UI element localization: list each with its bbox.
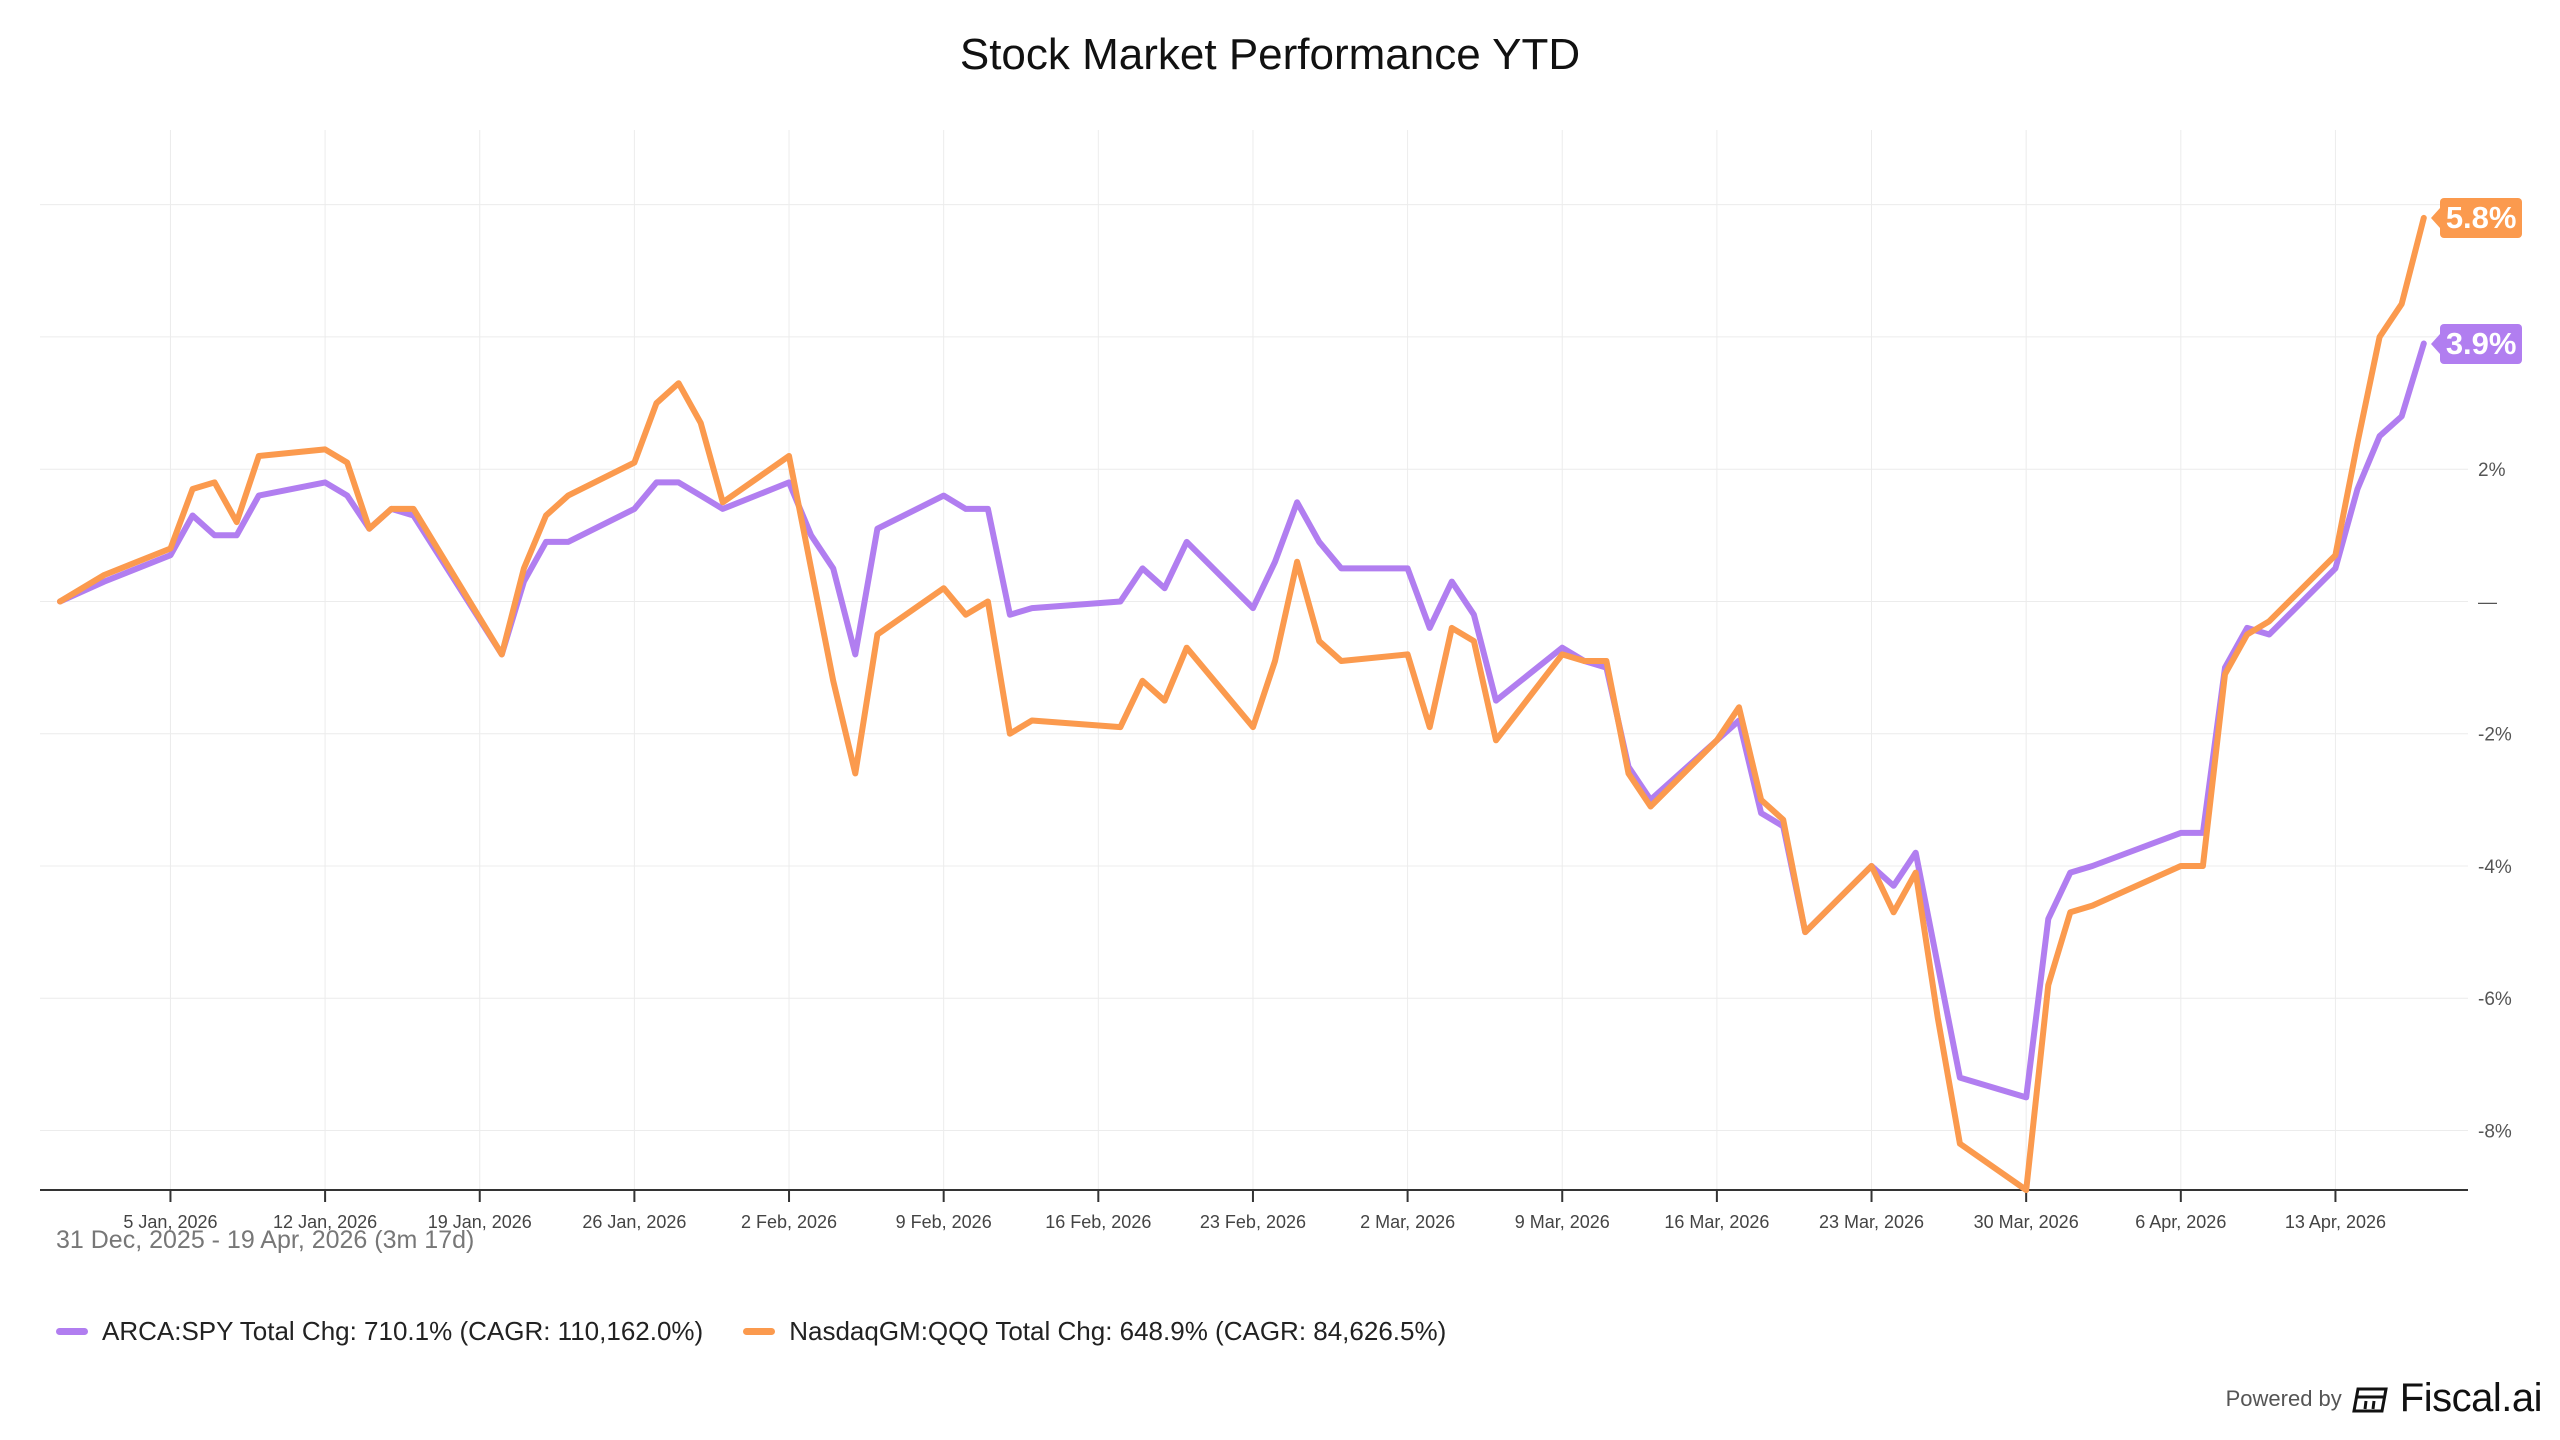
x-tick-label: 23 Feb, 2026 <box>1200 1212 1306 1232</box>
y-tick-label: -2% <box>2478 725 2512 746</box>
y-tick-label: — <box>2478 592 2497 613</box>
end-value-badge: 3.9% <box>2430 323 2523 364</box>
legend-label-qqq: NasdaqGM:QQQ Total Chg: 648.9% (CAGR: 84… <box>789 1316 1447 1346</box>
x-tick-label: 13 Apr, 2026 <box>2285 1212 2386 1232</box>
x-tick-label: 5 Jan, 2026 <box>123 1212 217 1232</box>
y-axis: 2% — -2% -4% -6% -8% <box>2478 460 2512 1142</box>
line-chart: 5 Jan, 2026 12 Jan, 2026 19 Jan, 2026 26 Ja… <box>40 130 2512 1232</box>
legend-swatch-spy <box>56 1328 88 1335</box>
y-tick-label: -8% <box>2478 1121 2512 1142</box>
x-tick-label: 16 Feb, 2026 <box>1045 1212 1151 1232</box>
x-tick-label: 30 Mar, 2026 <box>1974 1212 2079 1232</box>
y-tick-label: -6% <box>2478 989 2512 1010</box>
x-axis: 5 Jan, 2026 12 Jan, 2026 19 Jan, 2026 26 Ja… <box>40 1189 2468 1232</box>
fiscal-logo-icon <box>2351 1387 2388 1412</box>
end-value-badge: 5.8% <box>2430 197 2523 238</box>
x-tick-label: 26 Jan, 2026 <box>582 1212 686 1232</box>
brand-name: Fiscal.ai <box>2399 1376 2543 1420</box>
date-range-label: 31 Dec, 2025 - 19 Apr, 2026 (3m 17d) <box>56 1226 475 1254</box>
x-tick-label: 23 Mar, 2026 <box>1819 1212 1924 1232</box>
x-tick-label: 19 Jan, 2026 <box>428 1212 532 1232</box>
series-line-1 <box>57 214 2427 1193</box>
powered-by-label: Powered by <box>2225 1385 2342 1411</box>
x-tick-label: 6 Apr, 2026 <box>2135 1212 2226 1232</box>
x-tick-label: 9 Feb, 2026 <box>896 1212 992 1232</box>
x-tick-label: 16 Mar, 2026 <box>1664 1212 1769 1232</box>
y-tick-label: 2% <box>2478 460 2506 481</box>
legend-item-qqq[interactable]: NasdaqGM:QQQ Total Chg: 648.9% (CAGR: 84… <box>743 1316 1446 1347</box>
legend-swatch-qqq <box>743 1328 776 1335</box>
x-tick-label: 12 Jan, 2026 <box>273 1212 377 1232</box>
x-tick-label: 2 Feb, 2026 <box>741 1212 837 1232</box>
y-tick-label: -4% <box>2478 857 2512 878</box>
legend: ARCA:SPY Total Chg: 710.1% (CAGR: 110,16… <box>56 1316 1446 1347</box>
x-tick-label: 9 Mar, 2026 <box>1515 1212 1610 1232</box>
x-tick-label: 2 Mar, 2026 <box>1360 1212 1455 1232</box>
legend-label-spy: ARCA:SPY Total Chg: 710.1% (CAGR: 110,16… <box>102 1316 704 1346</box>
chart-title: Stock Market Performance YTD <box>959 30 1581 79</box>
series-line-0 <box>57 340 2427 1101</box>
powered-by[interactable]: Powered by Fiscal.ai <box>2225 1376 2543 1421</box>
series-lines <box>57 214 2427 1193</box>
gridlines <box>40 130 2468 1190</box>
legend-item-spy[interactable]: ARCA:SPY Total Chg: 710.1% (CAGR: 110,16… <box>56 1316 703 1347</box>
